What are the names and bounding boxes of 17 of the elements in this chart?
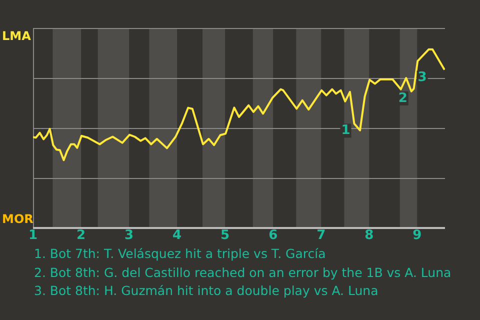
x-tick-label: 4 (172, 228, 182, 244)
text: 2. Bot 8th: G. del Castillo reached on an error by the 1B vs A. Luna (34, 264, 452, 282)
x-tick-label: 7 (316, 228, 326, 244)
x-tick-label: 3 (124, 228, 134, 244)
x-tick-label: 2 (76, 228, 86, 244)
x-tick-label: 1 (28, 228, 38, 244)
text: 3. Bot 8th: H. Guzmán hit into a double play vs A. Luna (34, 282, 380, 300)
x-tick-label: 9 (412, 228, 422, 244)
x-tick-label: 6 (268, 228, 278, 244)
text: 1. Bot 7th: T. Velásquez hit a triple vs T. García (34, 245, 327, 263)
annotation: 3 (418, 70, 427, 86)
text: LMA (2, 29, 31, 43)
annotation: MOR (2, 212, 34, 226)
annotation: 1 (341, 123, 350, 138)
annotation: 2 (398, 90, 408, 106)
x-tick-label: 5 (220, 228, 230, 244)
x-tick-label: 8 (364, 228, 374, 244)
